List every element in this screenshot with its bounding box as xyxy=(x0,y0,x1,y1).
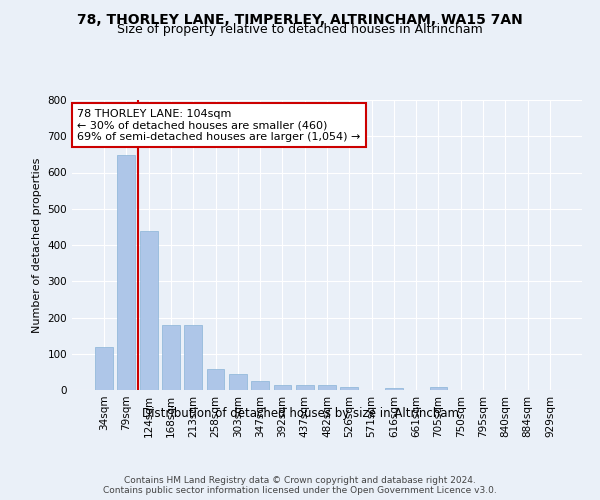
Bar xyxy=(162,326,180,390)
Bar xyxy=(274,386,292,390)
Bar xyxy=(229,374,247,390)
Bar xyxy=(296,384,314,390)
Bar xyxy=(206,369,224,390)
Bar xyxy=(118,155,136,390)
Bar xyxy=(340,387,358,390)
Text: 78 THORLEY LANE: 104sqm
← 30% of detached houses are smaller (460)
69% of semi-d: 78 THORLEY LANE: 104sqm ← 30% of detache… xyxy=(77,108,361,142)
Bar xyxy=(184,326,202,390)
Bar xyxy=(95,346,113,390)
Text: Contains HM Land Registry data © Crown copyright and database right 2024.
Contai: Contains HM Land Registry data © Crown c… xyxy=(103,476,497,495)
Text: 78, THORLEY LANE, TIMPERLEY, ALTRINCHAM, WA15 7AN: 78, THORLEY LANE, TIMPERLEY, ALTRINCHAM,… xyxy=(77,12,523,26)
Bar xyxy=(140,230,158,390)
Bar xyxy=(251,381,269,390)
Bar xyxy=(385,388,403,390)
Text: Size of property relative to detached houses in Altrincham: Size of property relative to detached ho… xyxy=(117,22,483,36)
Bar xyxy=(318,386,336,390)
Text: Distribution of detached houses by size in Altrincham: Distribution of detached houses by size … xyxy=(142,408,458,420)
Bar xyxy=(430,387,448,390)
Y-axis label: Number of detached properties: Number of detached properties xyxy=(32,158,42,332)
